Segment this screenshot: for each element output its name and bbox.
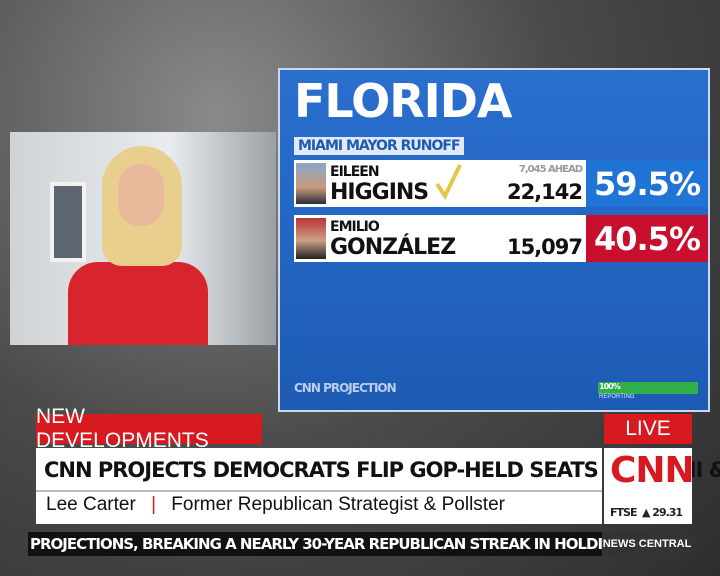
- last-name: HIGGINS: [330, 180, 429, 205]
- candidate-photo: [296, 163, 326, 204]
- candidate-row: EILEEN HIGGINS 7,045 AHEAD 22,142 59.5%: [280, 160, 712, 207]
- divider: [36, 490, 602, 492]
- guest-name: Lee Carter: [46, 494, 136, 515]
- race-label: MIAMI MAYOR RUNOFF: [294, 137, 464, 155]
- show-name: NEWS CENTRAL: [602, 532, 692, 556]
- live-badge: LIVE: [604, 414, 692, 444]
- crawl-text: PROJECTIONS, BREAKING A NEARLY 30-YEAR R…: [30, 535, 602, 553]
- logo: CNN: [610, 450, 695, 491]
- votes: 22,142: [506, 180, 583, 204]
- presenter-body: [68, 262, 208, 345]
- market: FTSE: [610, 506, 637, 519]
- lead: 7,045 AHEAD: [518, 164, 583, 175]
- winner-check: [435, 164, 462, 200]
- candidate-box: EMILIO GONZÁLEZ 15,097: [294, 215, 586, 262]
- percentage: 40.5%: [586, 215, 708, 262]
- last-name: GONZÁLEZ: [330, 235, 456, 260]
- reporting-pct: 100%: [599, 382, 621, 391]
- candidate-photo: [296, 218, 326, 259]
- lower-third: CNN PROJECTS DEMOCRATS FLIP GOP-HELD SEA…: [36, 448, 720, 524]
- first-name: EMILIO: [330, 219, 380, 235]
- market-change: ▲ 29.31: [642, 506, 683, 519]
- votes: 15,097: [506, 235, 583, 259]
- results-panel: FLORIDA MIAMI MAYOR RUNOFF EILEEN HIGGIN…: [278, 68, 710, 412]
- guest-role: Former Republican Strategist & Pollster: [171, 494, 505, 515]
- separator: |: [151, 494, 156, 515]
- presenter-face: [118, 164, 164, 226]
- video-feed: [10, 132, 276, 345]
- reporting-bar: [598, 382, 698, 394]
- crawl-bar: PROJECTIONS, BREAKING A NEARLY 30-YEAR R…: [28, 532, 602, 556]
- byline: Lee Carter | Former Republican Strategis…: [46, 494, 505, 516]
- candidate-row: EMILIO GONZÁLEZ 15,097 40.5%: [280, 215, 712, 262]
- window: [50, 182, 86, 262]
- logo-box: CNN FTSE ▲ 29.31: [604, 448, 695, 524]
- projection: CNN PROJECTION: [294, 381, 397, 395]
- percentage: 59.5%: [586, 160, 708, 207]
- candidate-box: EILEEN HIGGINS 7,045 AHEAD 22,142: [294, 160, 586, 207]
- reporting-label: REPORTING: [599, 394, 635, 400]
- first-name: EILEEN: [330, 164, 380, 180]
- state: FLORIDA: [294, 74, 513, 128]
- tag: NEW DEVELOPMENTS: [36, 405, 262, 452]
